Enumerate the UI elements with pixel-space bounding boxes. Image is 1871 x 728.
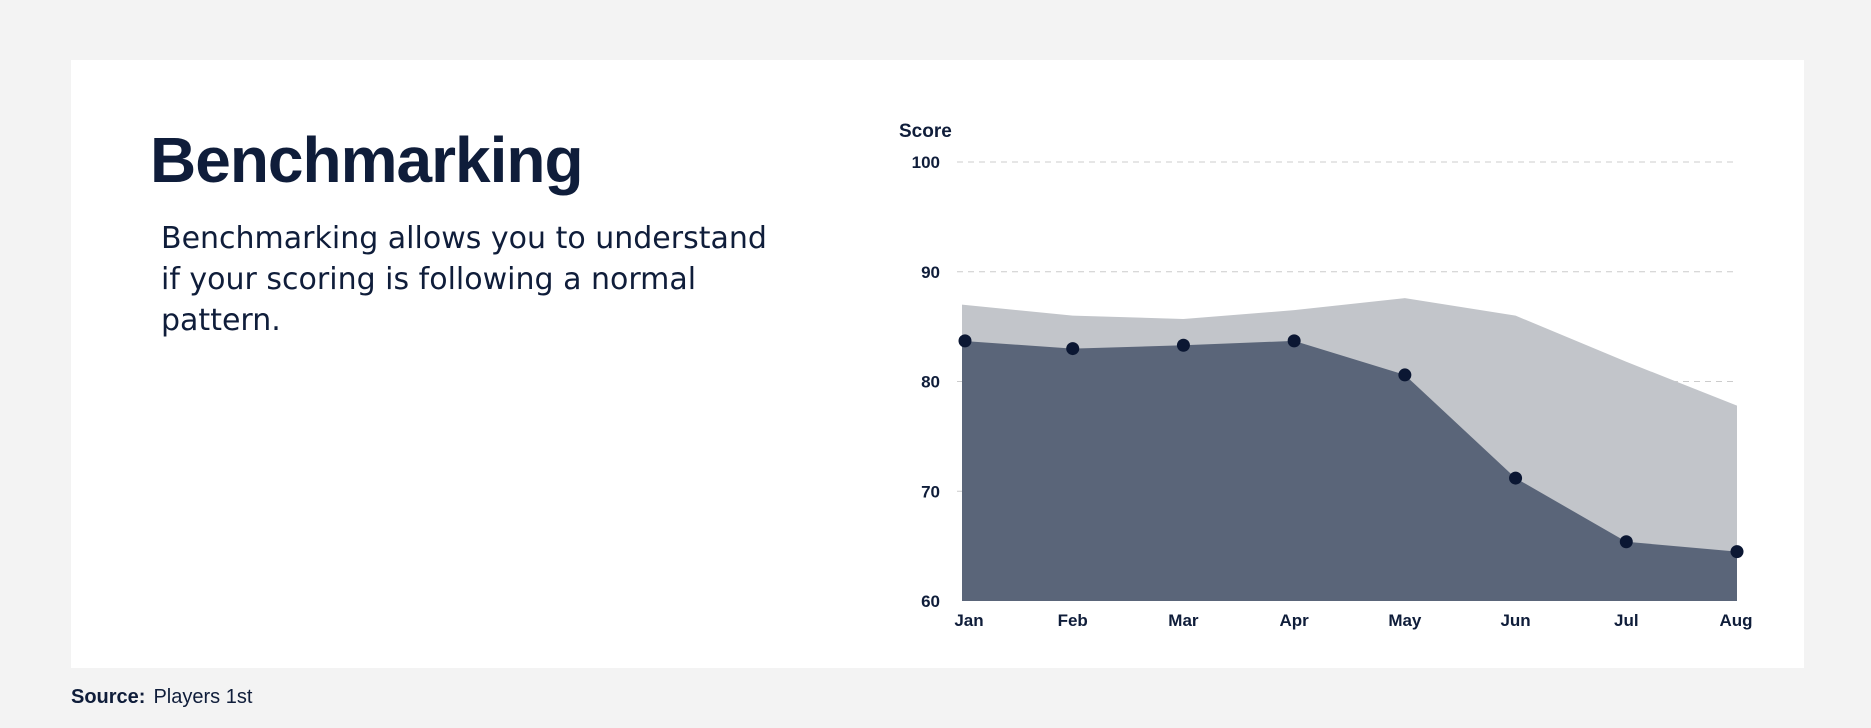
y-axis-title: Score (899, 121, 952, 142)
y-tick-label: 90 (921, 263, 940, 282)
x-tick-label: Mar (1168, 611, 1199, 630)
y-tick-label: 60 (921, 592, 940, 611)
x-tick-label: Feb (1058, 611, 1088, 630)
x-tick-label: Jun (1500, 611, 1530, 630)
score-point (1730, 545, 1744, 559)
x-tick-label: Aug (1719, 611, 1752, 630)
score-point (1509, 471, 1523, 485)
score-point (958, 334, 972, 348)
score-point (1066, 342, 1080, 356)
x-tick-label: Jan (954, 611, 983, 630)
source-label: Source: (71, 686, 146, 708)
x-tick-label: May (1388, 611, 1422, 630)
y-tick-label: 100 (912, 153, 940, 172)
source-value: Players 1st (153, 686, 253, 708)
score-point (1176, 338, 1190, 352)
score-point (1619, 535, 1633, 549)
x-tick-label: Apr (1280, 611, 1310, 630)
y-tick-label: 80 (921, 373, 940, 392)
page-subtitle: Benchmarking allows you to understand if… (161, 221, 767, 338)
score-point (1398, 368, 1412, 382)
source-note: Source: Players 1st (71, 686, 252, 709)
y-tick-label: 70 (921, 482, 940, 501)
score-area (962, 340, 1737, 601)
x-tick-label: Jul (1614, 611, 1639, 630)
page-title: Benchmarking (150, 124, 584, 196)
area-chart: Score 100 90 80 70 60 Jan Feb Mar Apr May Jun Jul Aug (899, 121, 1753, 630)
score-point (1287, 334, 1301, 348)
